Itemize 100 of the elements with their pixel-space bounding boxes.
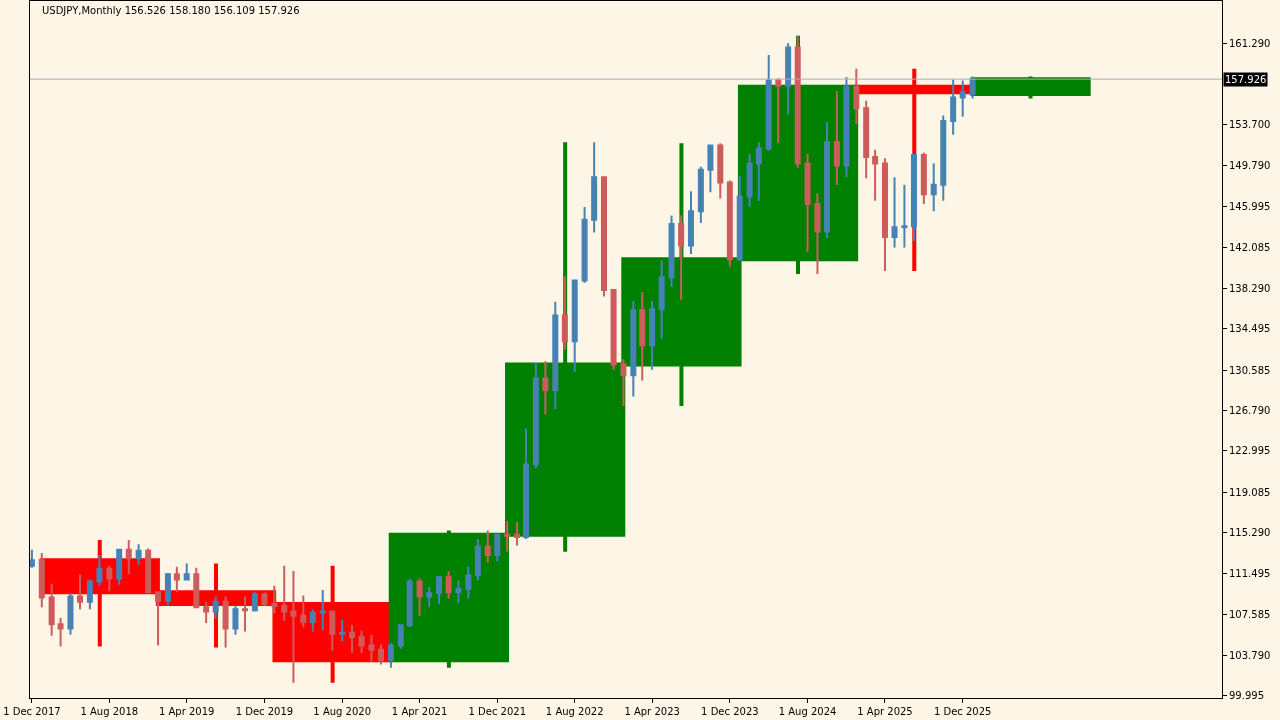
y-tick-label: 142.085 (1229, 242, 1271, 254)
candlestick (494, 532, 501, 563)
candlestick (591, 141, 598, 234)
y-tick-label: 115.290 (1229, 527, 1271, 539)
candlestick (522, 427, 529, 541)
x-tick-label: 1 Dec 2025 (933, 706, 992, 717)
candlestick (416, 577, 423, 617)
candlestick (746, 152, 753, 209)
candlestick (281, 564, 288, 622)
candlestick (881, 157, 888, 272)
x-tick-label: 1 Aug 2024 (778, 706, 837, 717)
y-tick-label: 99.995 (1229, 690, 1264, 701)
x-tick-label: 1 Dec 2021 (468, 706, 527, 717)
candlestick (940, 114, 947, 202)
candlestick (261, 591, 268, 608)
candlestick (863, 99, 870, 180)
candlestick (309, 608, 316, 633)
candlestick (901, 183, 908, 249)
candlestick (697, 165, 704, 225)
candlestick (785, 42, 792, 116)
candlestick (242, 595, 249, 633)
candlestick (164, 572, 171, 607)
candlestick (736, 175, 743, 263)
candlestick (77, 573, 84, 611)
ref-line-label: 157.926 (1225, 74, 1267, 85)
y-tick-label: 119.085 (1229, 486, 1271, 498)
candlestick (300, 594, 307, 629)
candlestick (804, 152, 811, 253)
candlestick (920, 151, 927, 205)
candlestick (910, 152, 917, 243)
candlestick (717, 142, 724, 200)
candlestick (57, 616, 64, 648)
y-tick-label: 149.790 (1229, 160, 1271, 172)
candlestick (465, 565, 472, 600)
candlestick (514, 521, 521, 547)
y-tick-label: 126.790 (1229, 404, 1271, 416)
candlestick (96, 554, 103, 587)
y-tick-label: 161.290 (1229, 37, 1271, 49)
candlestick (193, 566, 200, 609)
candlestick (155, 591, 162, 647)
candlestick (406, 577, 413, 629)
candlestick (542, 360, 549, 416)
candlestick (814, 192, 821, 276)
candlestick (707, 144, 714, 194)
candlestick (484, 529, 491, 564)
candlestick (116, 548, 123, 586)
candlestick (610, 288, 617, 371)
candlestick (368, 633, 375, 663)
x-tick-label: 1 Apr 2025 (857, 706, 913, 717)
x-tick-label: 1 Aug 2018 (80, 706, 139, 717)
y-tick-label: 107.585 (1229, 609, 1271, 621)
y-tick-label: 111.495 (1229, 567, 1271, 579)
candlestick (687, 190, 694, 255)
candlestick (474, 538, 481, 582)
candlestick (794, 34, 801, 169)
candlestick (67, 592, 74, 636)
candlestick (397, 623, 404, 650)
candlestick (726, 179, 733, 268)
y-tick-label: 134.495 (1229, 322, 1271, 334)
candlestick (561, 275, 568, 351)
candlestick (950, 78, 957, 136)
candlestick (581, 206, 588, 284)
candlestick (349, 624, 356, 654)
candlestick (173, 565, 180, 594)
candlestick (668, 214, 675, 288)
candlestick (872, 148, 879, 202)
candlestick (106, 564, 113, 593)
candlestick (30, 548, 35, 569)
chart-title: USDJPY,Monthly 156.526 158.180 156.109 157.926 (42, 4, 300, 16)
candlestick (824, 120, 831, 239)
candlestick (183, 562, 190, 582)
candlestick (445, 569, 452, 600)
x-tick-label: 1 Aug 2022 (545, 706, 604, 717)
y-tick-label: 153.700 (1229, 118, 1271, 130)
candlestick (378, 643, 385, 666)
candlestick (319, 589, 326, 632)
candlestick (145, 547, 152, 595)
candlestick (775, 77, 782, 145)
candlestick (358, 629, 365, 654)
candlestick (649, 299, 656, 371)
x-tick-label: 1 Apr 2023 (624, 706, 680, 717)
candlestick (212, 595, 219, 620)
candlestick (38, 551, 45, 609)
candlestick (601, 175, 608, 298)
y-tick-label: 103.790 (1229, 649, 1271, 661)
candlestick (203, 600, 210, 625)
candlestick (639, 291, 646, 382)
candlestick (658, 259, 665, 341)
candlestick (853, 67, 860, 126)
candlestick (765, 53, 772, 152)
candlestick (251, 591, 258, 613)
candlestick (630, 299, 637, 398)
candlestick (678, 214, 685, 301)
y-tick-label: 145.995 (1229, 200, 1271, 212)
y-tick-label: 138.290 (1229, 282, 1271, 294)
candlestick (959, 79, 966, 118)
candlestick (125, 539, 132, 576)
candlestick (436, 576, 443, 605)
candlestick (232, 604, 239, 636)
candlestick (135, 543, 142, 566)
